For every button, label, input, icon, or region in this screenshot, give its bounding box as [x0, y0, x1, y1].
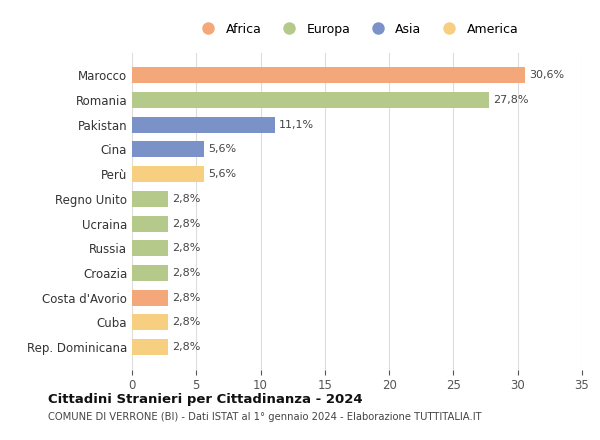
Text: COMUNE DI VERRONE (BI) - Dati ISTAT al 1° gennaio 2024 - Elaborazione TUTTITALIA: COMUNE DI VERRONE (BI) - Dati ISTAT al 1…	[48, 412, 482, 422]
Bar	[132, 166, 204, 182]
Bar	[132, 265, 168, 281]
Bar	[132, 290, 168, 306]
Text: 2,8%: 2,8%	[172, 342, 200, 352]
Bar	[132, 92, 490, 108]
Text: Cittadini Stranieri per Cittadinanza - 2024: Cittadini Stranieri per Cittadinanza - 2…	[48, 392, 362, 406]
Text: 5,6%: 5,6%	[208, 169, 236, 179]
Bar	[132, 315, 168, 330]
Text: 30,6%: 30,6%	[529, 70, 565, 80]
Bar	[132, 117, 275, 133]
Text: 2,8%: 2,8%	[172, 243, 200, 253]
Bar	[132, 141, 204, 158]
Text: 2,8%: 2,8%	[172, 317, 200, 327]
Bar	[132, 216, 168, 231]
Text: 27,8%: 27,8%	[493, 95, 529, 105]
Text: 2,8%: 2,8%	[172, 268, 200, 278]
Bar	[132, 240, 168, 257]
Legend: Africa, Europa, Asia, America: Africa, Europa, Asia, America	[191, 18, 523, 41]
Bar	[132, 67, 526, 83]
Text: 2,8%: 2,8%	[172, 219, 200, 228]
Text: 2,8%: 2,8%	[172, 293, 200, 303]
Text: 5,6%: 5,6%	[208, 144, 236, 154]
Bar	[132, 339, 168, 355]
Bar	[132, 191, 168, 207]
Text: 2,8%: 2,8%	[172, 194, 200, 204]
Text: 11,1%: 11,1%	[278, 120, 314, 130]
